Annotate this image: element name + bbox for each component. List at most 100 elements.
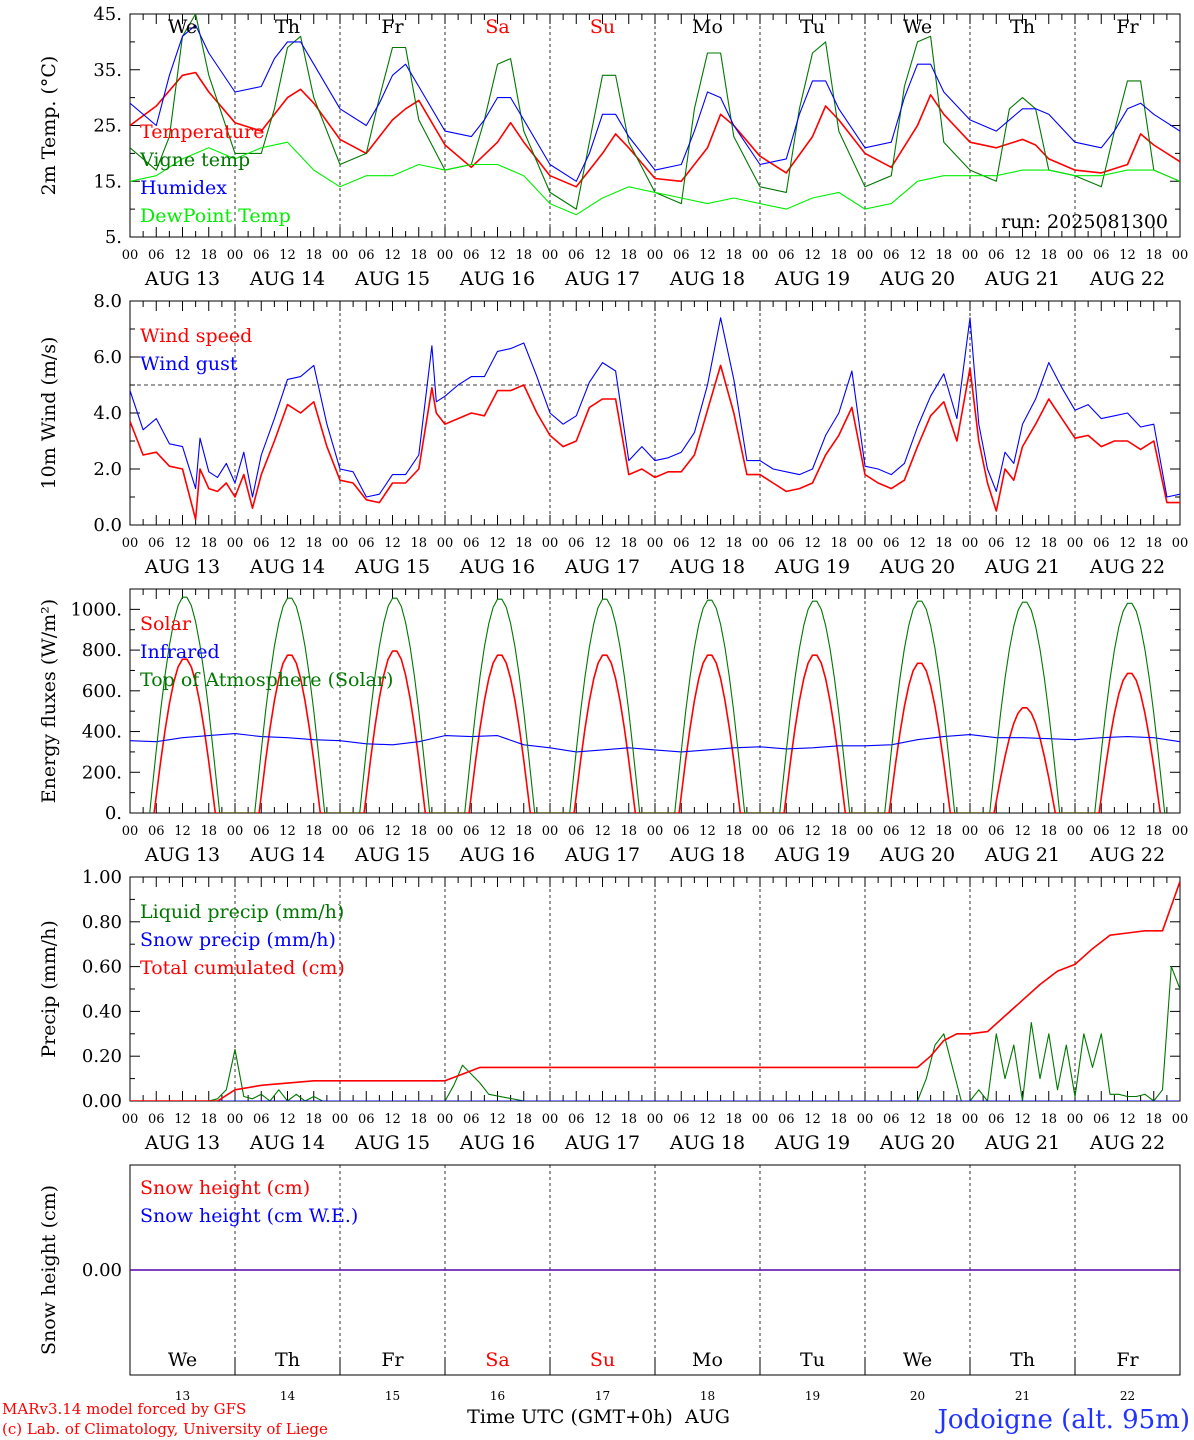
hour-tick-label: 06 [463, 1112, 480, 1127]
hour-tick-label: 06 [988, 536, 1005, 551]
hour-tick-label: 12 [699, 536, 716, 551]
hour-tick-label: 18 [620, 824, 637, 839]
hour-tick-label: 12 [1119, 536, 1136, 551]
date-label: AUG 20 [879, 844, 955, 866]
hour-tick-label: 06 [1093, 536, 1110, 551]
date-label: AUG 17 [564, 268, 640, 290]
hour-tick-label: 12 [594, 824, 611, 839]
date-label: AUG 15 [354, 1132, 430, 1154]
hour-tick-label: 18 [200, 824, 217, 839]
hour-tick-label: 00 [647, 248, 664, 263]
hour-tick-label: 18 [935, 248, 952, 263]
date-label: AUG 16 [459, 1132, 535, 1154]
hour-tick-label: 00 [1172, 1112, 1189, 1127]
hour-tick-label: 18 [1145, 536, 1162, 551]
y-tick-label: 600. [82, 681, 122, 702]
date-label: AUG 15 [354, 556, 430, 578]
hour-tick-label: 12 [174, 824, 191, 839]
hour-tick-label: 18 [620, 248, 637, 263]
hour-tick-label: 00 [542, 248, 559, 263]
hour-tick-label: 06 [358, 536, 375, 551]
date-label: AUG 20 [879, 268, 955, 290]
hour-tick-label: 18 [305, 536, 322, 551]
y-tick-label: 0.0 [93, 515, 122, 536]
hour-tick-label: 12 [489, 1112, 506, 1127]
weekday-label: We [168, 1349, 197, 1371]
date-label: AUG 22 [1089, 556, 1165, 578]
weekday-label: Tu [800, 16, 825, 38]
hour-tick-label: 00 [752, 536, 769, 551]
hour-tick-label: 18 [200, 1112, 217, 1127]
weekday-label: Th [275, 1349, 300, 1371]
date-label: AUG 17 [564, 1132, 640, 1154]
hour-tick-label: 06 [253, 536, 270, 551]
series-group [130, 881, 1180, 1101]
hour-tick-label: 18 [200, 248, 217, 263]
date-label: AUG 17 [564, 556, 640, 578]
date-label: AUG 15 [354, 268, 430, 290]
weekday-label: Su [590, 16, 615, 38]
weekday-label: We [168, 16, 197, 38]
hour-tick-label: 12 [174, 248, 191, 263]
hour-tick-label: 00 [122, 824, 139, 839]
hour-tick-label: 18 [200, 536, 217, 551]
date-label: AUG 21 [984, 556, 1060, 578]
hour-tick-label: 18 [725, 248, 742, 263]
hour-tick-label: 00 [227, 536, 244, 551]
day-number-label: 21 [1015, 1389, 1030, 1403]
weekday-label: Sa [485, 1349, 509, 1371]
hour-tick-label: 00 [332, 248, 349, 263]
hour-tick-label: 00 [227, 824, 244, 839]
date-label: AUG 22 [1089, 844, 1165, 866]
legend-entry: Liquid precip (mm/h) [140, 901, 344, 923]
day-number-label: 14 [280, 1389, 296, 1403]
date-label: AUG 18 [669, 1132, 745, 1154]
y-tick-label: 0.40 [82, 1001, 122, 1022]
hour-tick-label: 18 [935, 824, 952, 839]
hour-tick-label: 12 [594, 1112, 611, 1127]
series-group [130, 317, 1180, 521]
hour-tick-label: 12 [1014, 824, 1031, 839]
hour-tick-label: 12 [699, 248, 716, 263]
weekday-label: Su [590, 1349, 615, 1371]
hour-tick-label: 00 [437, 248, 454, 263]
plot-frame [129, 300, 1181, 526]
date-label: AUG 17 [564, 844, 640, 866]
series-temperature [130, 71, 1180, 188]
hour-tick-label: 06 [568, 536, 585, 551]
hour-tick-label: 00 [437, 536, 454, 551]
hour-tick-label: 12 [1014, 1112, 1031, 1127]
hour-tick-label: 00 [647, 824, 664, 839]
hour-tick-label: 12 [1119, 248, 1136, 263]
series-dewpoint-temp [130, 141, 1180, 216]
y-tick-label: 45. [93, 4, 122, 25]
hour-tick-label: 12 [384, 536, 401, 551]
weekday-label: Th [1010, 1349, 1035, 1371]
weekday-label: Sa [485, 16, 509, 38]
weekday-label: Th [275, 16, 300, 38]
panel-1: 5. 15. 25. 35. 45. 2m Temp. (°C) Temperature Vi… [38, 4, 1188, 290]
hour-tick-label: 06 [673, 1112, 690, 1127]
hour-tick-label: 12 [699, 1112, 716, 1127]
date-label: AUG 22 [1089, 268, 1165, 290]
date-label: AUG 18 [669, 556, 745, 578]
date-label: AUG 21 [984, 844, 1060, 866]
hour-tick-label: 06 [253, 1112, 270, 1127]
y-tick-label: 800. [82, 640, 122, 661]
hour-tick-label: 06 [568, 1112, 585, 1127]
y-tick-label: 4.0 [93, 403, 122, 424]
hour-tick-label: 12 [384, 248, 401, 263]
hour-tick-label: 12 [909, 536, 926, 551]
plot-frame [129, 588, 1181, 814]
hour-tick-label: 00 [332, 1112, 349, 1127]
hour-tick-label: 18 [305, 1112, 322, 1127]
hour-tick-label: 00 [1067, 824, 1084, 839]
hour-tick-label: 12 [279, 1112, 296, 1127]
hour-tick-label: 12 [699, 824, 716, 839]
hour-tick-label: 18 [305, 824, 322, 839]
date-label: AUG 14 [249, 268, 325, 290]
y-tick-label: 400. [82, 722, 122, 743]
date-label: AUG 15 [354, 844, 430, 866]
hour-tick-label: 12 [909, 1112, 926, 1127]
hour-tick-label: 12 [594, 248, 611, 263]
